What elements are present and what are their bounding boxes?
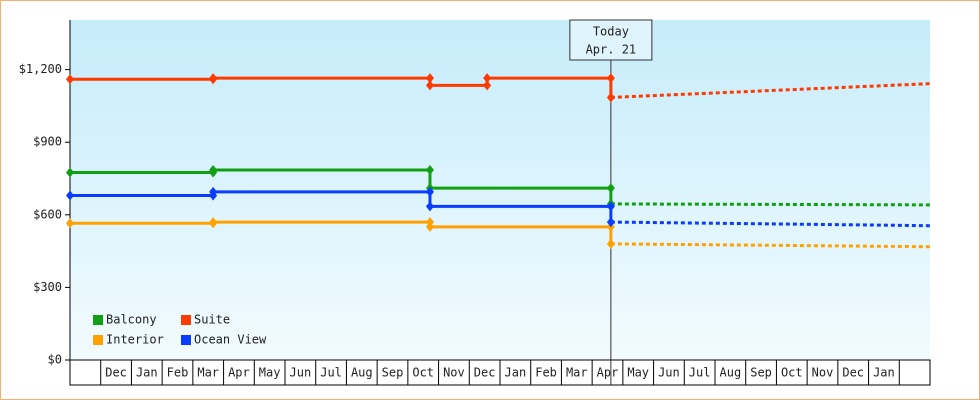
point xyxy=(425,201,434,212)
point xyxy=(209,165,218,176)
x-tick-label: Jan xyxy=(136,366,158,380)
point xyxy=(606,73,615,84)
point xyxy=(606,238,615,249)
point xyxy=(66,218,74,229)
point xyxy=(209,186,218,197)
x-tick-label: Feb xyxy=(535,366,557,380)
x-tick-label: Aug xyxy=(351,366,373,380)
plot-area xyxy=(70,20,930,360)
point xyxy=(66,167,74,178)
x-tick-label: Oct xyxy=(781,366,803,380)
x-tick-label: Mar xyxy=(566,366,588,380)
today-box xyxy=(569,19,653,61)
x-tick-label: Dec xyxy=(842,366,864,380)
x-tick-label: Nov xyxy=(812,366,834,380)
legend-swatch xyxy=(181,315,191,325)
x-tick-label: Jan xyxy=(505,366,527,380)
legend-swatch xyxy=(181,335,191,345)
y-tick-label: $300 xyxy=(33,280,62,294)
point xyxy=(606,201,615,212)
legend-swatch xyxy=(93,335,103,345)
x-tick-label: Feb xyxy=(167,366,189,380)
point xyxy=(606,92,615,103)
y-tick-label: $600 xyxy=(33,207,62,221)
x-tick-label: Jul xyxy=(689,366,711,380)
legend-label: Ocean View xyxy=(194,333,267,347)
point xyxy=(606,183,615,194)
point xyxy=(425,73,434,84)
x-tick-label: Jun xyxy=(290,366,312,380)
x-tick-label: Nov xyxy=(443,366,465,380)
point xyxy=(425,80,434,91)
legend-label: Interior xyxy=(106,333,164,347)
x-tick-label: Oct xyxy=(412,366,434,380)
point xyxy=(483,73,492,84)
today-date: Apr. 21 xyxy=(586,43,637,57)
point xyxy=(66,74,74,85)
y-tick-label: $0 xyxy=(48,353,62,367)
y-tick-label: $900 xyxy=(33,135,62,149)
x-tick-label: Aug xyxy=(720,366,742,380)
x-tick-label: Jul xyxy=(320,366,342,380)
x-tick-label: May xyxy=(259,366,281,380)
x-tick-label: Dec xyxy=(105,366,127,380)
point xyxy=(425,221,434,232)
x-tick-label: Jun xyxy=(658,366,680,380)
point xyxy=(66,190,74,201)
point xyxy=(209,217,218,228)
forecast-line xyxy=(610,82,931,99)
point xyxy=(606,217,615,228)
legend-label: Balcony xyxy=(106,313,157,327)
y-tick-label: $1,200 xyxy=(19,62,62,76)
today-label: Today xyxy=(593,25,629,39)
point xyxy=(425,165,434,176)
x-tick-label: Apr xyxy=(228,366,250,380)
x-tick-label: Mar xyxy=(197,366,219,380)
legend-swatch xyxy=(93,315,103,325)
x-tick-label: Sep xyxy=(382,366,404,380)
x-tick-label: May xyxy=(627,366,649,380)
x-tick-label: Jan xyxy=(873,366,895,380)
x-tick-label: Dec xyxy=(474,366,496,380)
point xyxy=(209,73,218,84)
legend-label: Suite xyxy=(194,313,230,327)
point xyxy=(425,186,434,197)
x-tick-label: Sep xyxy=(750,366,772,380)
x-tick-label: Apr xyxy=(597,366,619,380)
point xyxy=(483,80,492,91)
